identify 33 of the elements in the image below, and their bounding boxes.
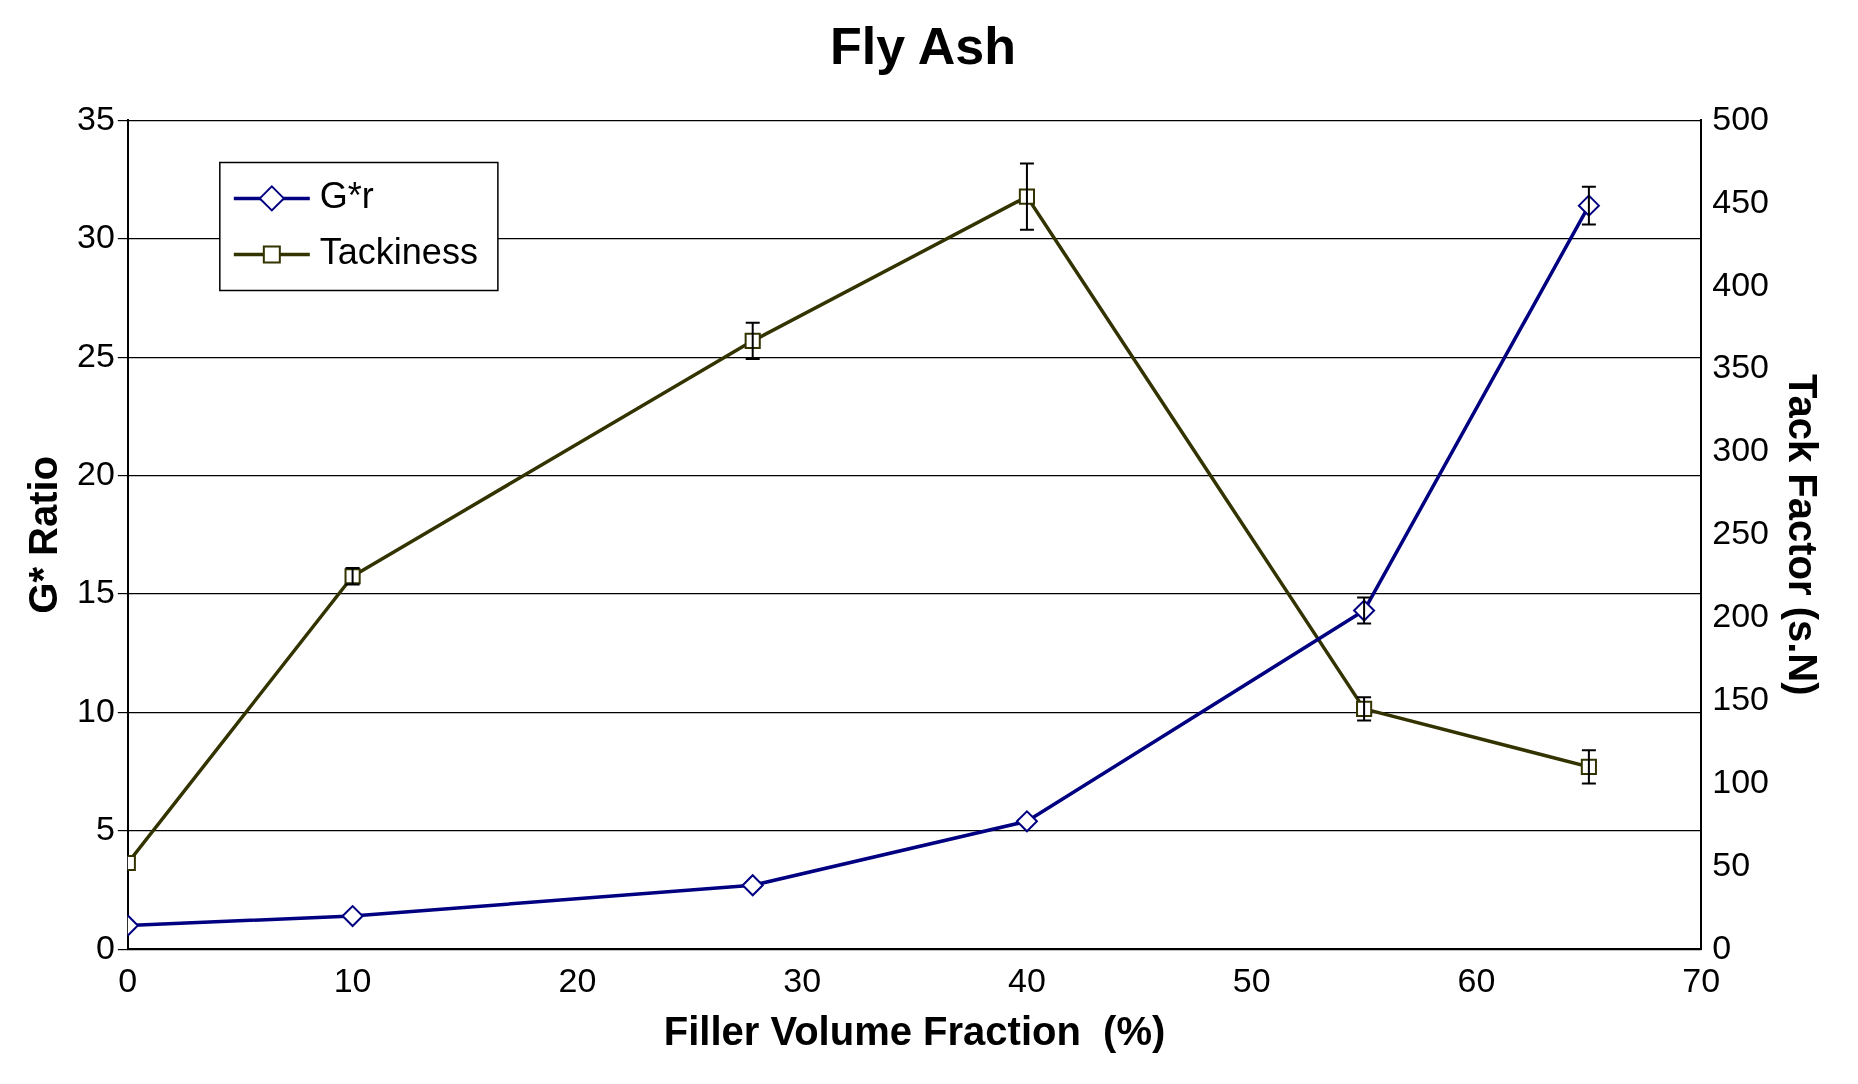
- y-tick-label: 15: [76, 572, 115, 611]
- y-tick-label: 30: [76, 217, 115, 256]
- point: [741, 874, 764, 897]
- x-tick-label: 30: [783, 960, 822, 999]
- y2-tick-label: 300: [1712, 430, 1770, 469]
- x-tick-label: 10: [333, 960, 372, 999]
- y-tick-label: 10: [76, 690, 115, 729]
- y-tick-label: 20: [76, 453, 115, 492]
- x-tick-label: 20: [558, 960, 597, 999]
- y2-tick-label: 400: [1712, 264, 1770, 303]
- y2-tick-label: 100: [1712, 761, 1770, 800]
- x-axis-title: Filler Volume Fraction (%): [663, 1009, 1166, 1054]
- y2-tick-label: 350: [1712, 347, 1770, 386]
- y-axis-title: G* Ratio: [21, 455, 66, 614]
- y-tick-label: 0: [95, 927, 115, 966]
- y2-axis-title: Tack Factor (s.N): [1780, 374, 1825, 696]
- y2-tick-label: 500: [1712, 98, 1770, 137]
- legend-label: G*r: [319, 175, 374, 217]
- y2-tick-label: 200: [1712, 596, 1770, 635]
- y2-tick-label: 50: [1712, 844, 1751, 883]
- point: [1015, 810, 1038, 833]
- y2-tick-label: 250: [1712, 513, 1770, 552]
- x-tick-label: 50: [1232, 960, 1271, 999]
- y-tick-label: 5: [95, 809, 115, 848]
- y-tick-label: 35: [76, 98, 115, 137]
- legend-label: Tackiness: [319, 231, 478, 273]
- chart-title: Fly Ash: [830, 16, 1016, 75]
- x-tick-label: 40: [1008, 960, 1046, 999]
- y-tick-label: 25: [76, 335, 115, 374]
- y2-tick-label: 150: [1712, 678, 1770, 717]
- point: [341, 905, 364, 928]
- y2-tick-label: 450: [1712, 181, 1770, 220]
- x-tick-label: 60: [1457, 960, 1496, 999]
